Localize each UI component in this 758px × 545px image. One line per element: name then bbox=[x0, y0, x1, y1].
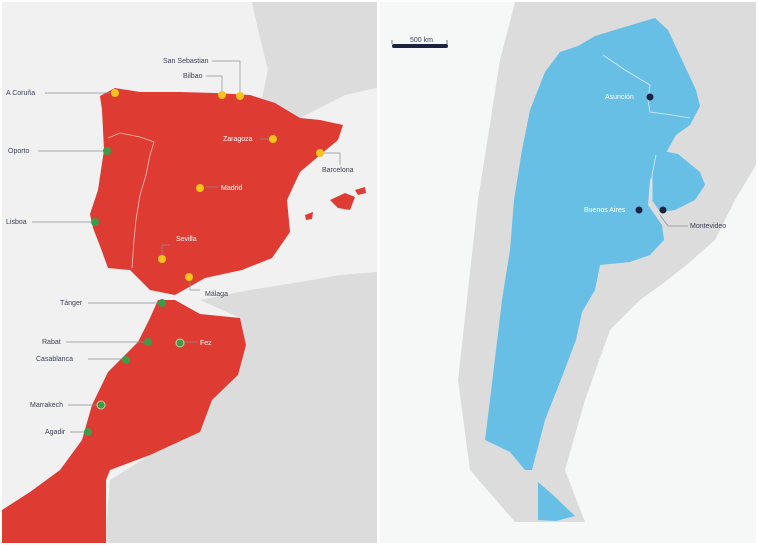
city-marker-rabat[interactable] bbox=[144, 338, 152, 346]
city-label: Lisboa bbox=[6, 219, 27, 226]
left-city-markers bbox=[84, 89, 324, 436]
city-label: Buenos Aires bbox=[584, 207, 626, 214]
tierra-del-fuego bbox=[538, 482, 575, 521]
city-marker-marrakech[interactable] bbox=[96, 400, 106, 410]
city-marker-barcelona[interactable] bbox=[316, 149, 324, 157]
left-city-labels: A Coruña San Sebastian Bilbao Zaragoza B… bbox=[6, 58, 354, 436]
city-marker-madrid[interactable] bbox=[196, 184, 204, 192]
algeria-land bbox=[105, 272, 377, 543]
city-marker-tanger[interactable] bbox=[158, 299, 166, 307]
city-marker-montevideo[interactable] bbox=[659, 206, 667, 214]
uruguay-border bbox=[651, 154, 657, 200]
city-label: Tánger bbox=[60, 300, 83, 307]
city-label: Bilbao bbox=[183, 73, 203, 80]
city-marker-agadir[interactable] bbox=[84, 428, 92, 436]
paraguay-border bbox=[602, 54, 691, 119]
morocco-highlight bbox=[2, 300, 246, 543]
city-marker-zaragoza[interactable] bbox=[269, 135, 277, 143]
city-marker-bilbao[interactable] bbox=[218, 91, 226, 99]
city-label: Madrid bbox=[221, 185, 243, 192]
scale-bar-label: 500 km bbox=[410, 37, 433, 44]
city-marker-asuncion[interactable] bbox=[646, 93, 654, 101]
city-marker-oporto[interactable] bbox=[103, 147, 111, 155]
scale-bar: 500 km bbox=[391, 37, 448, 48]
city-marker-lisboa[interactable] bbox=[91, 218, 99, 226]
city-label: Oporto bbox=[8, 148, 30, 155]
city-marker-fez[interactable] bbox=[175, 338, 185, 348]
portugal-border bbox=[107, 132, 155, 269]
city-marker-a-coruna[interactable] bbox=[111, 89, 119, 97]
south-america-map bbox=[380, 2, 756, 543]
city-label: Málaga bbox=[205, 291, 228, 298]
city-marker-buenos-aires[interactable] bbox=[635, 206, 643, 214]
balearic-islands bbox=[330, 193, 355, 210]
city-marker-sevilla[interactable] bbox=[158, 255, 166, 263]
right-city-markers: Asunción Buenos Aires Montevideo bbox=[584, 93, 726, 230]
city-label: A Coruña bbox=[6, 90, 35, 97]
left-city-leaders bbox=[32, 60, 341, 433]
city-marker-malaga[interactable] bbox=[185, 273, 193, 281]
city-label: Montevideo bbox=[690, 223, 726, 230]
uruguay-highlight bbox=[652, 150, 705, 212]
city-label: Zaragoza bbox=[223, 136, 253, 143]
city-marker-san-sebastian[interactable] bbox=[236, 92, 244, 100]
balearic-islands-3 bbox=[305, 212, 313, 220]
city-label: San Sebastian bbox=[163, 58, 209, 65]
city-label: Asunción bbox=[605, 94, 634, 101]
city-label: Rabat bbox=[42, 339, 61, 346]
city-label: Sevilla bbox=[176, 236, 197, 243]
city-label: Fez bbox=[200, 340, 212, 347]
city-label: Barcelona bbox=[322, 167, 354, 174]
scale-bar-graphic bbox=[392, 44, 448, 48]
iberia-highlight bbox=[90, 88, 343, 295]
city-marker-casablanca[interactable] bbox=[122, 356, 130, 364]
iberia-morocco-map bbox=[2, 2, 377, 543]
city-label: Casablanca bbox=[36, 356, 73, 363]
france-land bbox=[252, 2, 377, 118]
city-label: Agadir bbox=[45, 429, 66, 436]
city-label: Marrakech bbox=[30, 402, 63, 409]
balearic-islands-2 bbox=[355, 187, 366, 195]
argentina-highlight bbox=[485, 18, 700, 470]
